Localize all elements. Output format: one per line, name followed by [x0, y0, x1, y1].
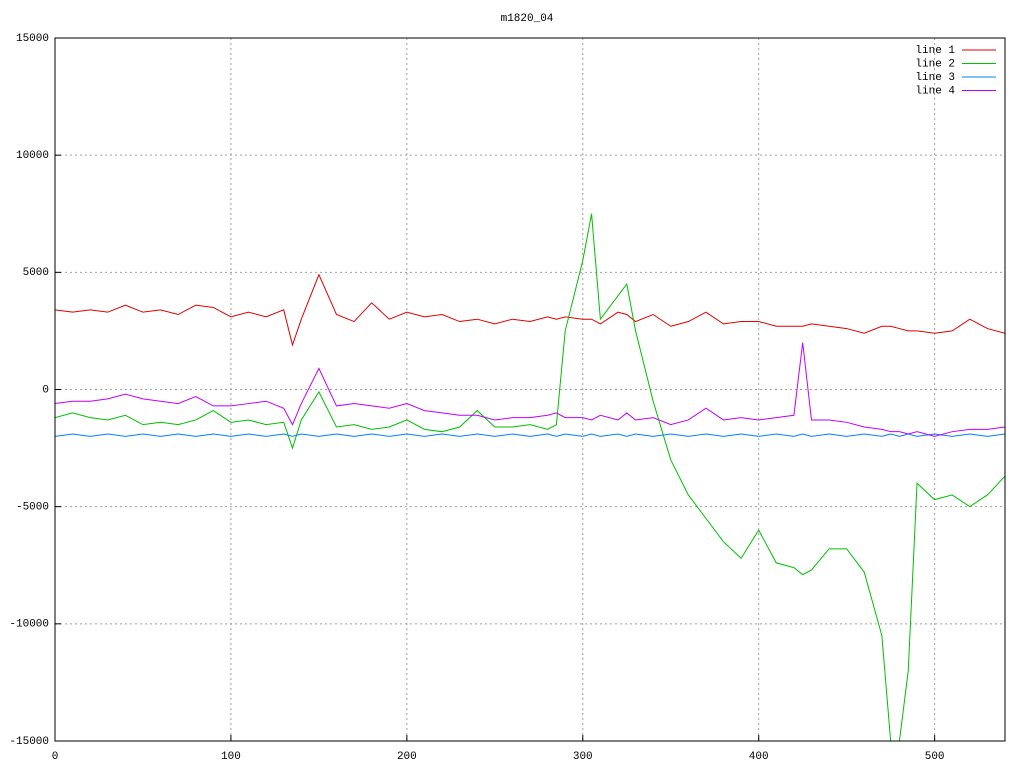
y-tick-label: -10000 — [9, 619, 49, 631]
y-tick-label: 5000 — [23, 267, 49, 279]
legend-label: line 4 — [915, 85, 955, 97]
series-line — [55, 342, 1005, 437]
x-tick-label: 300 — [573, 751, 593, 763]
series-line — [55, 433, 1005, 437]
y-tick-label: 0 — [42, 384, 49, 396]
legend-label: line 1 — [915, 45, 955, 57]
y-tick-label: -5000 — [16, 502, 49, 514]
x-tick-label: 200 — [397, 751, 417, 763]
legend-label: line 2 — [915, 58, 955, 70]
y-tick-label: -15000 — [9, 736, 49, 748]
x-tick-label: 100 — [221, 751, 241, 763]
chart-title: m1820_04 — [501, 13, 554, 25]
series-line — [55, 213, 1005, 741]
plot-area — [55, 213, 1005, 741]
x-tick-label: 0 — [52, 751, 59, 763]
y-tick-label: 10000 — [16, 150, 49, 162]
x-tick-label: 500 — [925, 751, 945, 763]
legend-label: line 3 — [915, 72, 955, 84]
series-line — [55, 273, 1005, 347]
x-tick-label: 400 — [749, 751, 769, 763]
y-tick-label: 15000 — [16, 33, 49, 45]
plot-border — [54, 37, 1006, 742]
